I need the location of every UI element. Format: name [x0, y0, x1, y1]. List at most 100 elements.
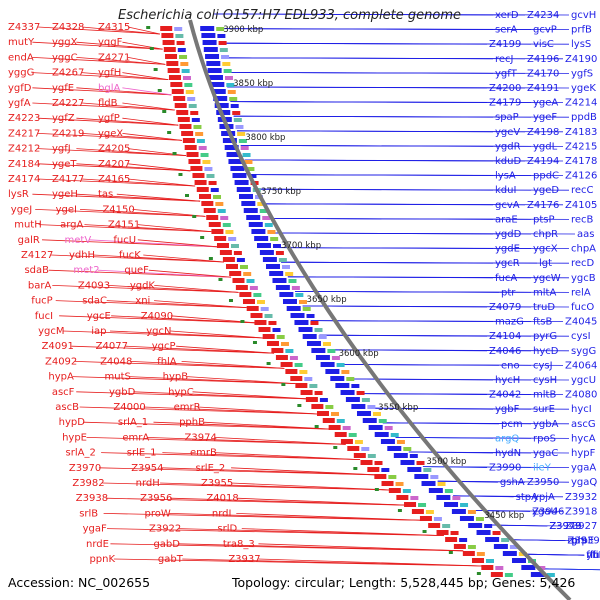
forward-gene-block: [234, 180, 249, 185]
reverse-gene-block: [208, 222, 221, 227]
gene-label: Z4212: [8, 144, 40, 155]
reverse-gene-block: [300, 390, 313, 395]
gene-label: ygcU: [571, 375, 596, 386]
feature-block: [187, 97, 196, 101]
forward-gene-block: [302, 334, 317, 339]
feature-block: [325, 405, 334, 409]
feature-block: [200, 153, 209, 157]
gene-label: recC: [571, 185, 594, 196]
reverse-gene-block: [411, 509, 424, 514]
gene-label: relA: [571, 287, 591, 298]
feature-block: [298, 300, 307, 304]
feature-block: [390, 433, 399, 437]
forward-gene-block: [468, 523, 483, 528]
gene-label: ydhH: [69, 250, 95, 261]
leader-line: [382, 422, 570, 425]
feature-block: [425, 510, 434, 514]
feature-block: [291, 286, 300, 290]
gene-label: ptr: [501, 287, 516, 298]
leader-line: [97, 269, 232, 278]
forward-gene-block: [228, 159, 243, 164]
feature-block: [259, 209, 268, 213]
leader-line: [93, 254, 225, 263]
forward-gene-block: [374, 432, 389, 437]
forward-gene-block: [207, 68, 222, 73]
marker-dot: [228, 299, 233, 302]
gene-label: Z3956: [140, 493, 172, 504]
reverse-gene-block: [419, 516, 432, 521]
tick-labels: 3900 kbp 3850 kbp 3800 kbp 3750 kbp 3700 kbp…: [223, 25, 524, 521]
feature-block: [210, 188, 219, 192]
gene-label: Z4048: [100, 356, 132, 367]
marker-dot: [192, 215, 197, 218]
gene-label: Z4064: [565, 360, 597, 371]
feature-block: [336, 419, 345, 423]
feature-block: [278, 258, 287, 262]
leader-line: [233, 115, 570, 118]
marker-dot: [314, 425, 319, 428]
gene-label: hypD: [59, 417, 86, 428]
marker-dot: [153, 68, 158, 71]
leader-line: [127, 178, 196, 187]
gene-label: ygfT: [495, 68, 518, 79]
reverse-gene-block: [462, 551, 475, 556]
feature-block: [238, 139, 247, 143]
gene-label: ygfJ: [52, 144, 71, 155]
feature-block: [185, 90, 194, 94]
gene-label: met2: [73, 265, 99, 276]
reverse-gene-block: [239, 292, 252, 297]
leader-line: [237, 130, 564, 133]
leader-line: [81, 178, 196, 187]
forward-gene-block: [294, 320, 309, 325]
forward-gene-block: [451, 509, 466, 514]
feature-block: [246, 167, 255, 171]
left-gene-labels: Z4337 Z4328 Z4315 mutY yggX yqgF endA yggC Z4271…: [8, 22, 261, 565]
leader-line: [37, 117, 179, 126]
feature-block: [244, 160, 253, 164]
reverse-gene-block: [163, 47, 176, 52]
leader-line: [37, 26, 160, 35]
feature-block: [492, 531, 501, 535]
gene-label: Z3950: [527, 477, 559, 488]
leader-line: [32, 72, 169, 80]
gene-label: Z4092: [45, 356, 77, 367]
gene-label: ascB: [55, 402, 79, 413]
leader-line: [122, 41, 163, 50]
leader-line: [83, 421, 333, 430]
reverse-gene-block: [188, 159, 201, 164]
gene-label: Z4200: [489, 83, 521, 94]
leader-line: [161, 467, 376, 476]
feature-block: [264, 314, 273, 318]
gene-label: mltB: [533, 390, 556, 401]
reverse-gene-block: [184, 145, 197, 150]
leader-line: [127, 26, 160, 35]
reverse-gene-block: [232, 278, 245, 283]
forward-gene-block: [205, 54, 220, 59]
gene-label: mutY: [8, 37, 35, 48]
gene-label: Z4150: [102, 204, 134, 215]
gene-label: lgt: [539, 258, 552, 269]
feature-block: [354, 440, 363, 444]
reverse-gene-block: [381, 481, 394, 486]
feature-block: [310, 321, 319, 325]
feature-block: [179, 55, 188, 59]
kbp-tick-label: 3700 kbp: [281, 241, 321, 251]
reverse-gene-block: [254, 320, 267, 325]
gene-label: kduI: [495, 185, 516, 196]
leader-line: [154, 285, 239, 293]
forward-gene-block: [256, 243, 271, 248]
reverse-gene-block: [165, 54, 178, 59]
feature-block: [442, 524, 451, 528]
gene-label: Z3918: [565, 506, 597, 517]
leader-line: [122, 102, 175, 111]
gene-label: eno: [501, 360, 520, 371]
leader-line: [76, 117, 179, 126]
gene-label: rplS: [567, 536, 587, 547]
reverse-gene-block: [481, 565, 494, 570]
leader-line: [81, 102, 175, 111]
forward-gene-block: [459, 516, 474, 521]
reverse-gene-block: [266, 341, 279, 346]
marker-dot: [240, 320, 245, 323]
gene-label: gcvA: [495, 200, 520, 211]
reverse-gene-block: [196, 187, 209, 192]
